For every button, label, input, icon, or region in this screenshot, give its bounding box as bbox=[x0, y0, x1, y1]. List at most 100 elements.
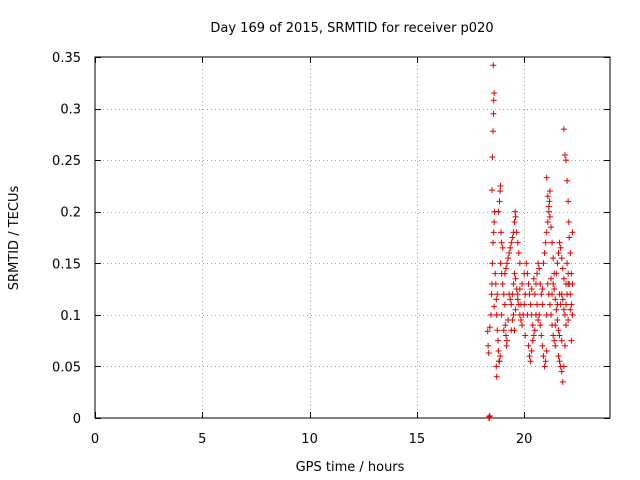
data-point bbox=[534, 301, 541, 308]
data-point bbox=[497, 188, 504, 195]
x-tick-label: 10 bbox=[301, 432, 318, 447]
data-point bbox=[561, 151, 568, 158]
data-point bbox=[493, 373, 500, 380]
data-point bbox=[550, 280, 557, 287]
data-point bbox=[510, 280, 517, 287]
data-point bbox=[543, 347, 550, 354]
data-point bbox=[524, 270, 531, 277]
data-point bbox=[503, 342, 510, 349]
y-tick-label: 0 bbox=[73, 412, 81, 427]
data-point bbox=[540, 260, 547, 267]
data-point bbox=[488, 291, 495, 298]
data-point bbox=[546, 301, 553, 308]
data-point bbox=[500, 291, 507, 298]
data-point bbox=[496, 358, 503, 365]
data-point bbox=[567, 249, 574, 256]
data-point bbox=[567, 306, 574, 313]
data-point bbox=[527, 358, 534, 365]
data-point bbox=[485, 350, 492, 357]
data-point bbox=[561, 311, 568, 318]
data-point bbox=[509, 234, 516, 241]
data-point bbox=[552, 322, 559, 329]
data-point bbox=[561, 342, 568, 349]
data-point bbox=[560, 363, 567, 370]
data-point bbox=[569, 311, 576, 318]
data-point bbox=[559, 265, 566, 272]
data-point bbox=[502, 332, 509, 339]
data-point bbox=[539, 286, 546, 293]
data-point bbox=[511, 327, 518, 334]
data-point bbox=[558, 368, 565, 375]
data-point bbox=[502, 322, 509, 329]
data-point bbox=[545, 208, 552, 215]
data-point bbox=[514, 296, 521, 303]
data-point bbox=[543, 174, 550, 181]
data-point bbox=[547, 224, 554, 231]
data-point bbox=[502, 265, 509, 272]
data-point bbox=[536, 311, 543, 318]
data-point bbox=[541, 363, 548, 370]
data-point bbox=[549, 291, 556, 298]
data-point bbox=[563, 322, 570, 329]
data-point bbox=[544, 193, 551, 200]
data-point bbox=[543, 311, 550, 318]
data-point bbox=[522, 332, 529, 339]
data-point bbox=[501, 270, 508, 277]
data-point bbox=[496, 198, 503, 205]
data-point bbox=[535, 317, 542, 324]
data-point bbox=[554, 260, 561, 267]
data-point bbox=[531, 327, 538, 334]
data-point bbox=[505, 317, 512, 324]
data-point bbox=[514, 291, 521, 298]
data-point bbox=[555, 327, 562, 334]
grid bbox=[95, 57, 610, 418]
data-point bbox=[565, 317, 572, 324]
data-point bbox=[559, 378, 566, 385]
data-point bbox=[529, 337, 536, 344]
data-point bbox=[569, 229, 576, 236]
data-point bbox=[542, 239, 549, 246]
data-point bbox=[540, 353, 547, 360]
data-point bbox=[485, 342, 492, 349]
data-point bbox=[544, 219, 551, 226]
data-point bbox=[559, 296, 566, 303]
data-point bbox=[536, 265, 543, 272]
data-point bbox=[513, 229, 520, 236]
y-tick-label: 0.1 bbox=[60, 309, 81, 324]
y-tick-label: 0.35 bbox=[52, 51, 81, 66]
data-point bbox=[490, 239, 497, 246]
x-tick-label: 5 bbox=[198, 432, 206, 447]
data-point bbox=[492, 270, 499, 277]
data-point bbox=[550, 332, 557, 339]
data-point bbox=[554, 317, 561, 324]
data-point bbox=[506, 249, 513, 256]
data-points bbox=[484, 62, 576, 421]
data-point bbox=[568, 270, 575, 277]
data-point bbox=[528, 286, 535, 293]
data-point bbox=[490, 97, 497, 104]
data-point bbox=[491, 219, 498, 226]
data-point bbox=[508, 239, 515, 246]
data-point bbox=[495, 208, 502, 215]
data-point bbox=[565, 219, 572, 226]
data-point bbox=[499, 244, 506, 251]
x-tick-label: 15 bbox=[409, 432, 426, 447]
data-point bbox=[497, 353, 504, 360]
data-point bbox=[490, 128, 497, 135]
data-point bbox=[489, 154, 496, 161]
data-point bbox=[498, 239, 505, 246]
data-point bbox=[494, 337, 501, 344]
data-point bbox=[493, 363, 500, 370]
data-point bbox=[552, 296, 559, 303]
data-point bbox=[509, 291, 516, 298]
data-point bbox=[508, 301, 515, 308]
data-point bbox=[495, 347, 502, 354]
data-point bbox=[484, 328, 491, 335]
data-point bbox=[530, 275, 537, 282]
data-point bbox=[499, 280, 506, 287]
data-point bbox=[558, 255, 565, 262]
data-point bbox=[494, 291, 501, 298]
data-point bbox=[551, 337, 558, 344]
data-point bbox=[519, 322, 526, 329]
